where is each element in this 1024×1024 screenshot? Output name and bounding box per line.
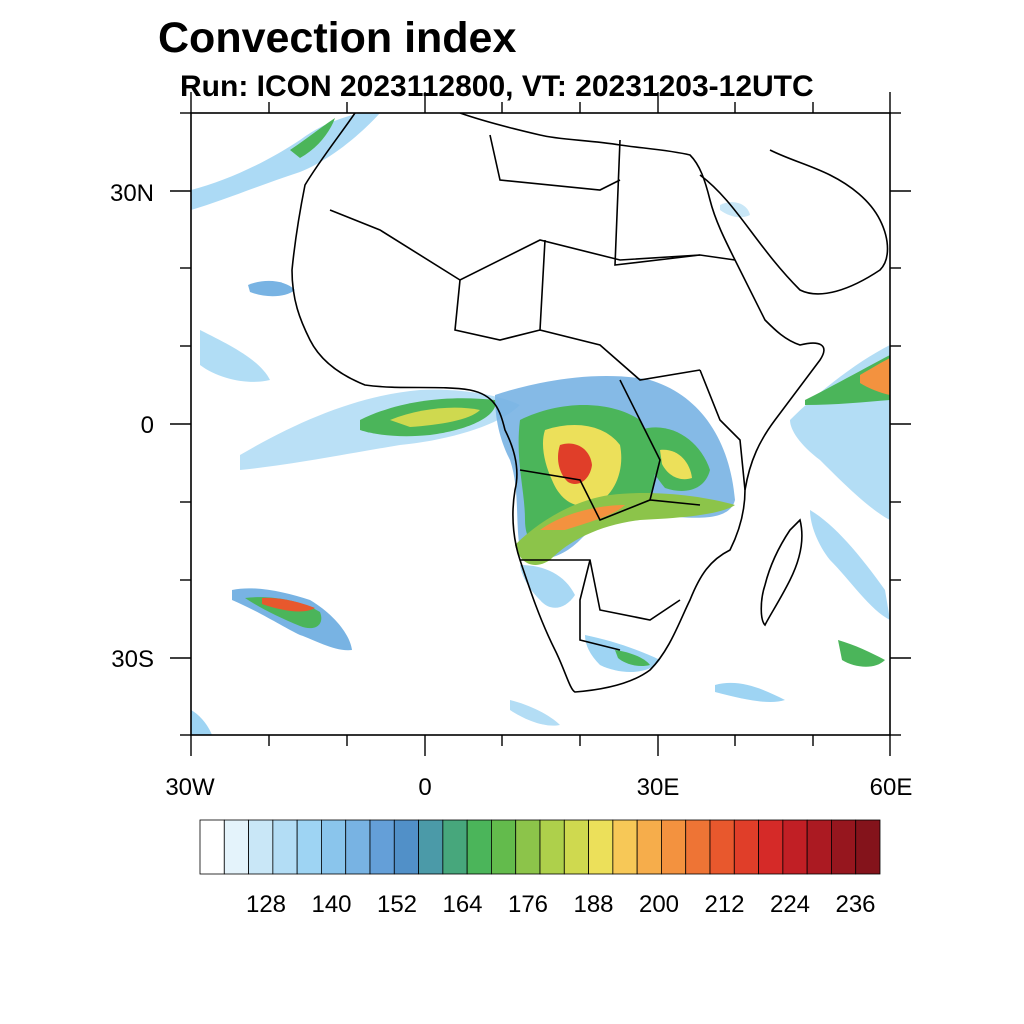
colorbar-box xyxy=(539,819,565,875)
colorbar-box xyxy=(248,819,274,875)
colorbar-box xyxy=(321,819,347,875)
colorbar-label: 164 xyxy=(442,891,482,918)
colorbar-box xyxy=(733,819,759,875)
chart-title: Convection index xyxy=(158,14,517,62)
colorbar-label: 128 xyxy=(246,891,286,918)
colorbar-box xyxy=(782,819,808,875)
colorbar-box xyxy=(806,819,832,875)
field-mozambique-channel xyxy=(810,510,890,620)
border-1 xyxy=(329,209,701,281)
colorbar-box xyxy=(855,819,881,875)
border-5 xyxy=(520,559,681,621)
field-angola-band xyxy=(515,493,735,565)
lon-label-30w: 30W xyxy=(165,774,215,801)
colorbar-label: 188 xyxy=(573,891,613,918)
colorbar-box xyxy=(442,819,468,875)
chart-subtitle: Run: ICON 2023112800, VT: 20231203-12UTC xyxy=(180,70,814,103)
field-north-atlantic-core xyxy=(290,118,335,158)
field-west-africa xyxy=(248,280,295,297)
colorbar-box xyxy=(588,819,614,875)
colorbar-box xyxy=(466,819,492,875)
madagascar xyxy=(760,518,803,627)
lon-label-0: 0 xyxy=(418,774,432,801)
border-9 xyxy=(619,379,661,501)
colorbar-label: 176 xyxy=(508,891,548,918)
arabia-coast xyxy=(699,149,889,295)
convection-field xyxy=(191,113,890,735)
colorbar-box xyxy=(831,819,857,875)
colorbar-box xyxy=(223,819,249,875)
axis-ticks xyxy=(170,92,911,756)
colorbar-box xyxy=(685,819,711,875)
field-gulf-guinea-core xyxy=(390,407,480,427)
field-madagascar-east xyxy=(838,640,885,667)
colorbar-label: 236 xyxy=(835,891,875,918)
colorbar-box xyxy=(636,819,662,875)
colorbar-box xyxy=(199,819,225,875)
colorbar-box xyxy=(345,819,371,875)
border-8 xyxy=(489,134,621,191)
field-indian-ocean-band xyxy=(805,355,890,405)
field-south-africa-core xyxy=(615,650,650,667)
coastlines xyxy=(291,113,889,693)
colorbar-label: 224 xyxy=(770,891,810,918)
field-atlantic-itcz xyxy=(200,330,270,382)
colorbar-box xyxy=(612,819,638,875)
colorbar-box xyxy=(709,819,735,875)
field-indian-ocean-core xyxy=(860,358,890,395)
field-south-atlantic-core xyxy=(262,597,315,612)
colorbar-box xyxy=(393,819,419,875)
colorbar-box xyxy=(563,819,589,875)
colorbar-label: 140 xyxy=(311,891,351,918)
border-10 xyxy=(699,369,746,491)
colorbar-box xyxy=(661,819,687,875)
field-namibia xyxy=(520,565,575,608)
colorbar-box xyxy=(369,819,395,875)
colorbar-box xyxy=(296,819,322,875)
field-southern-ocean-2 xyxy=(510,700,560,726)
field-east-africa-core xyxy=(660,449,692,480)
colorbar-label: 212 xyxy=(704,891,744,918)
field-congo-peak xyxy=(557,443,592,485)
lat-label-0: 0 xyxy=(140,412,154,439)
border-3 xyxy=(454,279,541,341)
field-angola-core xyxy=(540,505,625,530)
lat-label-30n: 30N xyxy=(109,180,154,207)
field-north-atlantic xyxy=(191,113,380,210)
colorbar-labels: 128 140 152 164 176 188 200 212 224 236 xyxy=(246,891,876,918)
border-2 xyxy=(539,239,701,381)
border-6 xyxy=(579,559,621,651)
lat-label-30s: 30S xyxy=(111,646,154,673)
lon-label-60e: 60E xyxy=(869,774,913,801)
colorbar-box xyxy=(272,819,298,875)
colorbar xyxy=(199,819,881,875)
lon-label-30e: 30E xyxy=(636,774,680,801)
field-southern-ocean xyxy=(715,682,785,703)
colorbar-label: 200 xyxy=(639,891,679,918)
colorbar-box xyxy=(418,819,444,875)
africa-coastline xyxy=(291,113,825,693)
field-southern-ocean-3 xyxy=(191,710,212,735)
colorbar-box xyxy=(758,819,784,875)
colorbar-box xyxy=(515,819,541,875)
colorbar-box xyxy=(491,819,517,875)
colorbar-label: 152 xyxy=(377,891,417,918)
border-4 xyxy=(519,469,701,522)
border-7 xyxy=(614,139,736,266)
